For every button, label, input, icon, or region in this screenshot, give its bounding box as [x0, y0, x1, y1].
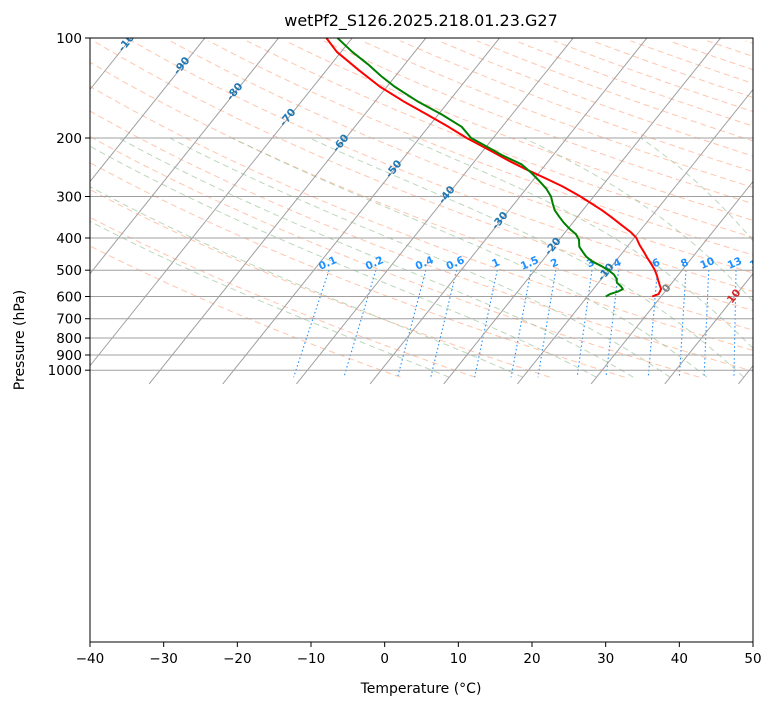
mixing-ratio-line — [678, 270, 687, 378]
dry-adiabat — [668, 40, 753, 71]
mixing-ratio-label: 16 — [748, 255, 766, 272]
dry-adiabat — [131, 40, 753, 293]
isotherm-line — [738, 364, 753, 385]
x-axis-label: Temperature (°C) — [360, 681, 482, 697]
y-tick-label: 100 — [56, 31, 82, 47]
y-tick-label: 500 — [56, 263, 82, 279]
x-tick-label: −10 — [297, 651, 326, 667]
dry-adiabat — [323, 40, 753, 205]
mixing-ratio-label: 10 — [698, 255, 716, 272]
y-tick-label: 700 — [56, 312, 82, 328]
y-tick-label: 200 — [56, 131, 82, 147]
dry-adiabat — [90, 61, 753, 331]
mixing-ratio-label: 6 — [650, 256, 662, 270]
x-axis: −40 −30 −20 −10 0 10 20 30 40 50 — [76, 642, 762, 667]
dry-adiabat — [93, 40, 753, 312]
mixing-ratio-label: 4 — [612, 256, 624, 270]
y-axis-label: Pressure (hPa) — [12, 290, 28, 390]
mixing-ratio-line — [293, 270, 330, 378]
mixing-ratio-line — [397, 270, 427, 378]
dry-adiabat — [592, 40, 753, 98]
x-tick-label: 50 — [744, 651, 761, 667]
trace-layer — [325, 38, 663, 298]
mixing-ratio-line — [647, 270, 658, 378]
x-tick-label: 10 — [450, 651, 467, 667]
temperature-trace — [325, 38, 663, 298]
mixing-ratio-line — [576, 270, 593, 378]
isotherm-line — [664, 272, 753, 385]
isotherm-line — [517, 88, 753, 385]
dry-adiabat — [90, 189, 551, 378]
dry-adiabat — [90, 216, 476, 378]
y-tick-label: 600 — [56, 289, 82, 305]
mixing-ratio-line — [733, 270, 737, 378]
dry-adiabat — [285, 40, 753, 221]
x-tick-label: 20 — [523, 651, 540, 667]
y-tick-label: 400 — [56, 231, 82, 247]
mixing-ratio-line — [510, 270, 532, 378]
dewpoint-trace — [336, 38, 624, 298]
moist-adiabat — [90, 186, 524, 378]
moist-adiabat — [406, 137, 753, 350]
isotherm-line — [90, 38, 206, 183]
dry-adiabat — [90, 110, 753, 372]
y-tick-label: 1000 — [48, 363, 82, 379]
x-tick-label: 30 — [597, 651, 614, 667]
y-tick-label: 300 — [56, 189, 82, 205]
isotherm-line — [90, 38, 280, 275]
dry-adiabat — [246, 40, 753, 238]
mixing-ratio-line — [430, 270, 458, 378]
dry-adiabat — [90, 135, 700, 378]
isotherm-line — [222, 38, 501, 385]
plot-frame — [89, 37, 754, 643]
dry-adiabat — [208, 40, 753, 256]
mixing-ratio-label: 2 — [549, 256, 561, 270]
x-tick-label: −30 — [149, 651, 178, 667]
mixing-ratio-label: 1 — [490, 256, 502, 270]
isotherm-line — [90, 38, 353, 367]
dry-adiabat — [745, 40, 753, 44]
dry-adiabat — [361, 40, 753, 189]
isotherm-line — [590, 180, 753, 385]
isotherm-line — [443, 38, 722, 385]
mixing-ratio-line — [703, 270, 710, 378]
isotherm-line — [0, 31, 63, 384]
dry-adiabat — [90, 85, 753, 351]
x-tick-label: −20 — [223, 651, 252, 667]
isotherm-line — [369, 38, 648, 385]
x-tick-label: 40 — [671, 651, 688, 667]
x-tick-label: −40 — [76, 651, 105, 667]
moist-adiabat — [118, 137, 634, 378]
chart-title: wetPf2_S126.2025.218.01.23.G27 — [284, 11, 558, 31]
y-tick-label: 800 — [56, 331, 82, 347]
mixing-ratio-label: 13 — [726, 255, 744, 272]
x-tick-label: 0 — [380, 651, 389, 667]
dry-adiabat — [169, 40, 753, 274]
moist-adiabat — [309, 137, 745, 378]
mixing-ratio-line — [605, 270, 620, 378]
grid-layer — [0, 31, 753, 385]
mixing-ratio-line — [343, 270, 377, 378]
isotherm-label: -100 — [116, 26, 142, 54]
mixing-ratio-label: 8 — [679, 256, 691, 270]
moist-adiabat — [640, 137, 753, 242]
mixing-ratio-label: 3 — [585, 256, 597, 270]
moist-adiabat — [231, 137, 708, 378]
y-tick-label: 900 — [56, 348, 82, 364]
dry-adiabat — [90, 245, 401, 378]
moist-adiabat — [90, 145, 597, 378]
moist-adiabat — [169, 137, 671, 378]
isotherm-line — [296, 38, 574, 385]
